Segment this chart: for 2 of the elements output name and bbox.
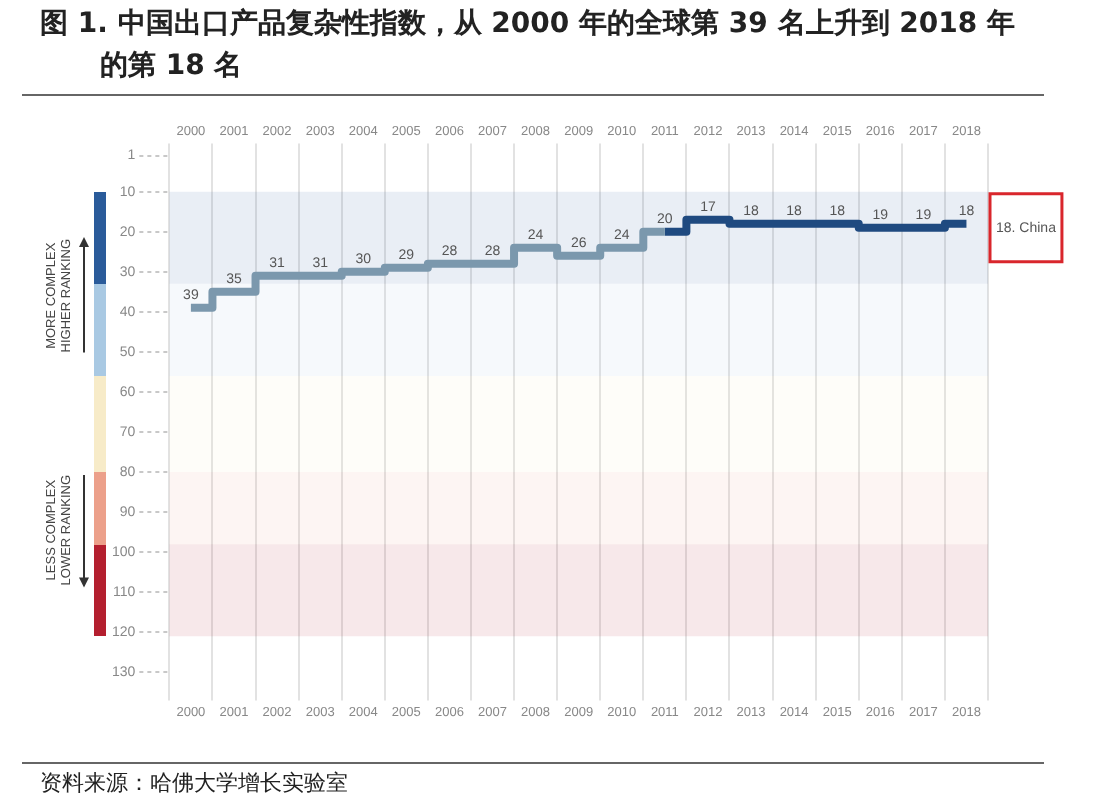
text: 资料来源：哈佛大学增长实验室 xyxy=(22,762,1044,804)
chart-title: 图 1. 中国出口产品复杂性指数，从 2000 年的全球第 39 名上升到 2018 年的第 18 名 xyxy=(22,4,1044,96)
